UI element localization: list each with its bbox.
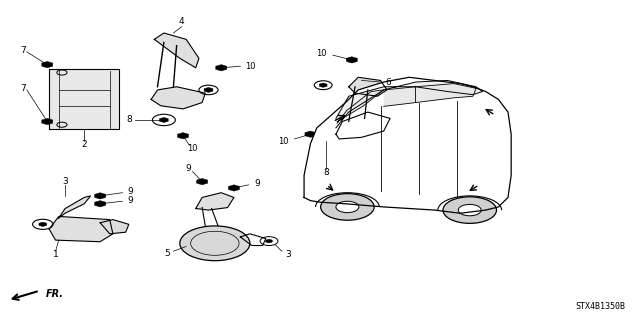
Text: 3: 3 — [285, 250, 291, 259]
Polygon shape — [337, 90, 384, 123]
Polygon shape — [154, 33, 199, 68]
Text: 8: 8 — [323, 168, 329, 177]
Circle shape — [458, 204, 481, 216]
Circle shape — [443, 197, 497, 223]
Text: 10: 10 — [245, 62, 255, 71]
Circle shape — [336, 201, 359, 213]
Text: 1: 1 — [52, 250, 58, 259]
Text: 7: 7 — [20, 84, 26, 93]
Text: 8: 8 — [126, 115, 132, 124]
Polygon shape — [59, 196, 91, 218]
Circle shape — [321, 194, 374, 220]
Text: 10: 10 — [278, 137, 288, 146]
Polygon shape — [49, 69, 119, 130]
Text: 5: 5 — [164, 249, 170, 258]
Text: 3: 3 — [62, 177, 68, 186]
Text: FR.: FR. — [46, 289, 64, 299]
Text: 9: 9 — [254, 179, 260, 188]
Text: 9: 9 — [127, 196, 132, 205]
Polygon shape — [196, 193, 234, 210]
Polygon shape — [151, 87, 205, 109]
Text: 2: 2 — [81, 140, 87, 149]
Text: STX4B1350B: STX4B1350B — [576, 302, 626, 311]
Polygon shape — [100, 219, 129, 234]
Polygon shape — [349, 77, 387, 96]
Text: 4: 4 — [179, 18, 184, 26]
Circle shape — [180, 226, 250, 261]
Polygon shape — [336, 112, 390, 139]
Polygon shape — [336, 80, 483, 128]
Polygon shape — [384, 87, 415, 106]
Text: 9: 9 — [127, 187, 132, 196]
Polygon shape — [415, 84, 476, 103]
Text: 7: 7 — [20, 46, 26, 55]
Text: 6: 6 — [386, 78, 392, 86]
Text: 10: 10 — [188, 144, 198, 153]
Polygon shape — [304, 77, 511, 213]
Text: 9: 9 — [185, 165, 191, 174]
Text: 10: 10 — [316, 49, 326, 58]
Polygon shape — [49, 216, 113, 242]
